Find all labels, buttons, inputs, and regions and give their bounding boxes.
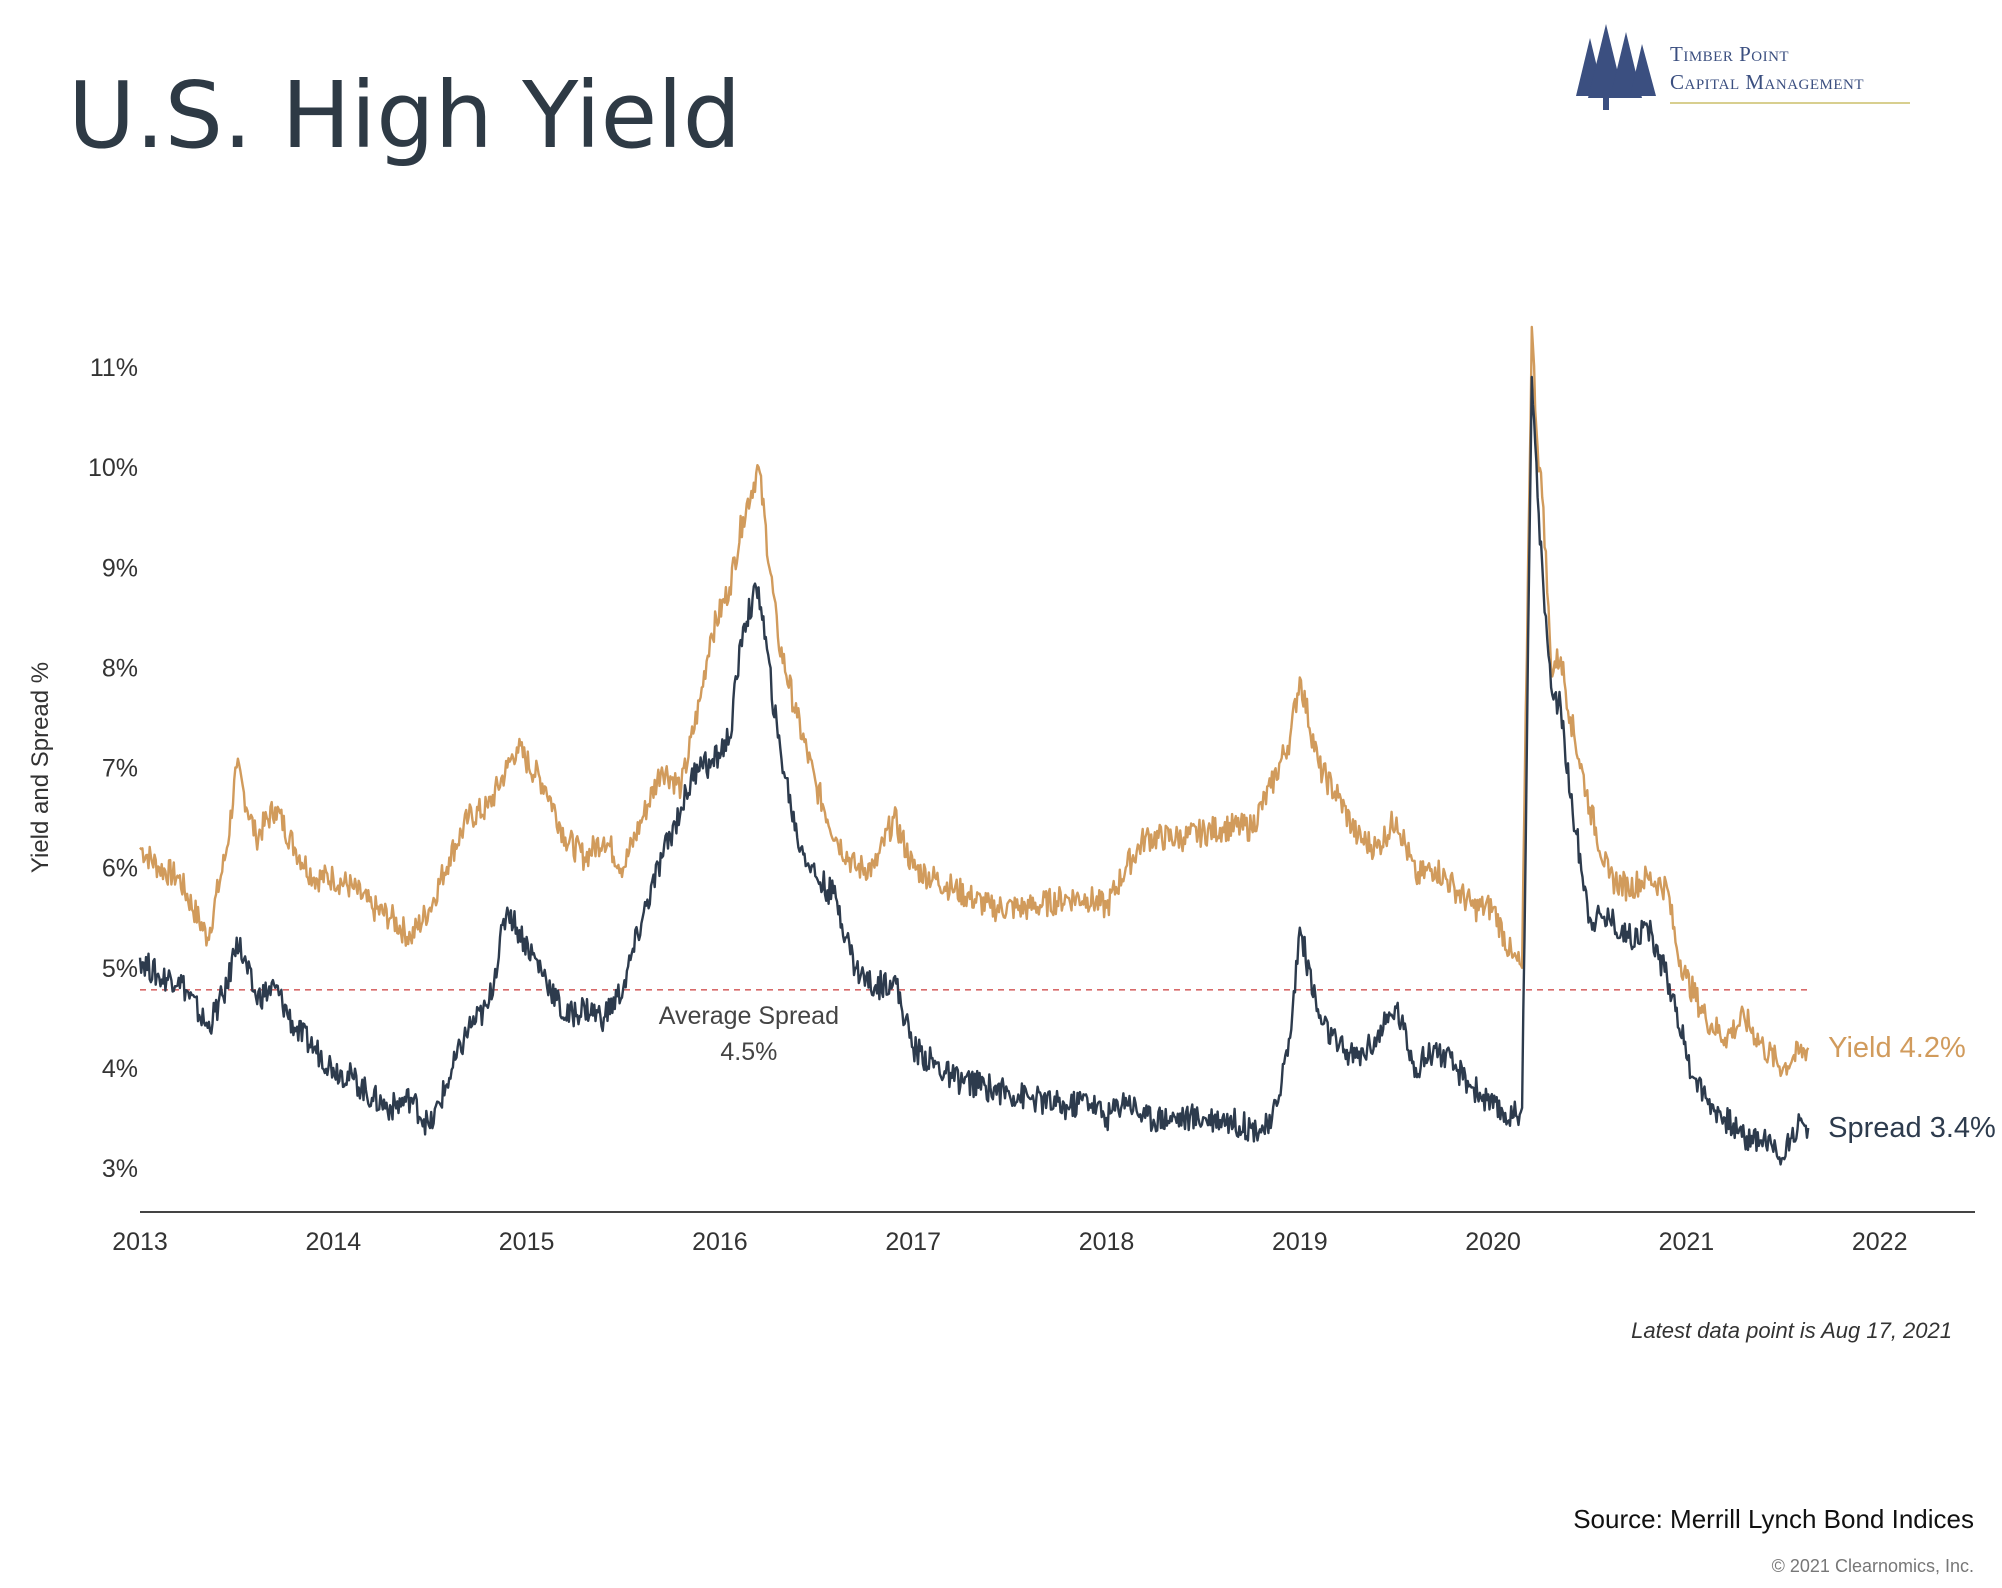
- logo-line-2: Capital Management: [1670, 70, 1865, 94]
- x-tick-label: 2017: [885, 1228, 941, 1256]
- x-tick-label: 2018: [1079, 1228, 1135, 1256]
- y-tick-label: 7%: [102, 755, 138, 783]
- series-end-label-spread: Spread 3.4%: [1828, 1112, 1996, 1144]
- high-yield-chart: 2013 2014 2015 2016 2017 2018 2019 2020 2021 2022…: [27, 325, 1996, 1256]
- average-spread-value: 4.5%: [720, 1038, 777, 1066]
- x-tick-label: 2016: [692, 1228, 748, 1256]
- y-tick-label: 9%: [102, 554, 138, 582]
- x-tick-label: 2015: [499, 1228, 555, 1256]
- x-tick-label: 2019: [1272, 1228, 1328, 1256]
- source-note: Source: Merrill Lynch Bond Indices: [1573, 1504, 1974, 1534]
- logo-wordmark: Timber Point Capital Management: [1670, 40, 1864, 96]
- series-end-label-yield: Yield 4.2%: [1828, 1032, 1966, 1064]
- latest-data-note: Latest data point is Aug 17, 2021: [1631, 1318, 1952, 1343]
- average-spread-label: Average Spread: [659, 1002, 839, 1030]
- x-tick-label: 2021: [1659, 1228, 1715, 1256]
- copyright-note: © 2021 Clearnomics, Inc.: [1771, 1556, 1974, 1576]
- pine-trees-icon: [1576, 24, 1656, 110]
- x-tick-label: 2014: [305, 1228, 361, 1256]
- y-tick-label: 5%: [102, 955, 138, 983]
- x-tick-label: 2020: [1465, 1228, 1521, 1256]
- page-title: U.S. High Yield: [68, 62, 742, 169]
- x-tick-label: 2013: [112, 1228, 168, 1256]
- company-logo: Timber Point Capital Management: [1570, 18, 1930, 118]
- y-tick-label: 11%: [90, 354, 138, 382]
- y-axis-label: Yield and Spread %: [27, 662, 54, 873]
- y-tick-label: 10%: [88, 454, 138, 482]
- y-tick-label: 6%: [102, 855, 138, 883]
- y-tick-label: 3%: [102, 1155, 138, 1183]
- series-line-spread: [138, 375, 1810, 1166]
- x-tick-label: 2022: [1852, 1228, 1908, 1256]
- y-tick-label: 4%: [102, 1055, 138, 1083]
- logo-rule: [1670, 102, 1910, 104]
- y-tick-label: 8%: [102, 654, 138, 682]
- logo-line-1: Timber Point: [1670, 42, 1790, 66]
